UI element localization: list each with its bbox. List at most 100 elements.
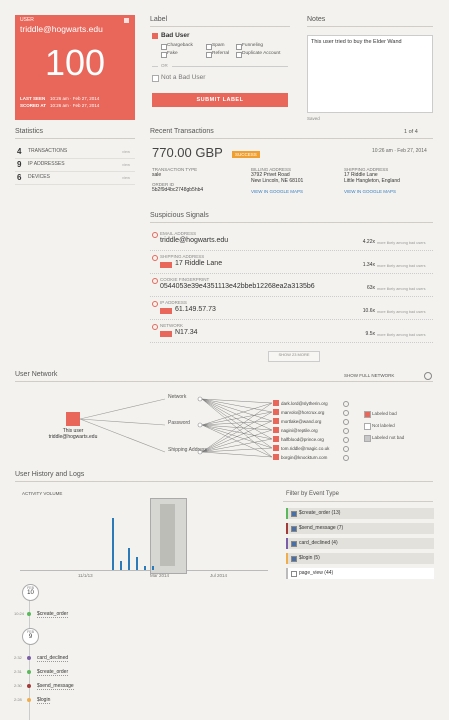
filter-label[interactable]: card_declined (4) — [299, 540, 338, 546]
checkbox[interactable] — [206, 44, 212, 50]
legend-label: Labeled bad — [372, 411, 397, 416]
checkbox[interactable] — [206, 52, 212, 58]
link-node — [197, 396, 203, 402]
edge — [201, 402, 273, 453]
pager[interactable]: 1 of 4 — [404, 129, 418, 135]
section-title: Recent Transactions — [150, 128, 214, 135]
checkbox[interactable] — [152, 75, 159, 82]
button-label[interactable]: SUBMIT LABEL — [196, 97, 244, 103]
signal-label: EMAIL ADDRESS — [160, 231, 197, 236]
node-label: tom.riddle@magic.co.uk — [281, 445, 330, 451]
address-line: Little Hangleton, England — [344, 178, 400, 184]
submit-button[interactable] — [152, 93, 288, 107]
node-label: halfblood@prince.org — [281, 436, 324, 442]
field-label: BILLING ADDRESS — [251, 167, 292, 172]
map-link[interactable]: VIEW IN GOOGLE MAPS — [344, 189, 397, 194]
section-title: Label — [150, 16, 168, 23]
event-time: 2:31 — [14, 669, 22, 674]
node-icon — [343, 419, 349, 425]
node-icon — [343, 401, 349, 407]
filter-label[interactable]: $create_order (13) — [299, 510, 341, 516]
stat-link[interactable]: view — [122, 162, 131, 167]
event-name[interactable]: $create_order — [37, 610, 69, 619]
address-line: 3792 Privet Road — [251, 172, 290, 178]
x-tick-label: Mar 2014 — [150, 573, 170, 578]
event-name[interactable]: card_declined — [37, 654, 69, 663]
checkbox[interactable] — [291, 541, 297, 547]
filter-label[interactable]: $send_message (7) — [299, 525, 344, 531]
signal-ratio: 4.22x — [362, 239, 375, 245]
link-label: Shipping Address — [168, 447, 207, 453]
more-button[interactable] — [268, 351, 320, 362]
section-title: Notes — [307, 16, 326, 23]
event-name[interactable]: $send_message — [37, 682, 74, 691]
section-title: User Network — [15, 371, 58, 378]
edge — [201, 398, 273, 431]
edge — [201, 447, 273, 453]
checkbox[interactable] — [291, 511, 297, 517]
signal-icon — [152, 301, 158, 307]
divider — [150, 222, 433, 223]
bar — [128, 548, 130, 570]
user-node — [273, 427, 279, 433]
reason: Duplicate Account — [242, 51, 281, 56]
link-label: Password — [168, 420, 190, 426]
signal-note: more likely among bad users — [377, 287, 426, 291]
stat-label: TRANSACTIONS — [28, 148, 68, 154]
event-name[interactable]: $login — [37, 696, 51, 705]
checkbox[interactable] — [236, 44, 242, 50]
user-node — [273, 409, 279, 415]
checkbox[interactable] — [161, 44, 167, 50]
edge — [201, 398, 273, 458]
user-node — [66, 412, 80, 426]
stat-label: DEVICES — [28, 174, 50, 180]
stat-count: 4 — [17, 147, 22, 156]
axis — [20, 570, 268, 571]
checkbox[interactable] — [291, 571, 297, 577]
checkbox[interactable] — [161, 52, 167, 58]
bar — [152, 565, 154, 570]
toggle[interactable] — [424, 372, 432, 380]
filter-label[interactable]: $login (5) — [299, 555, 320, 561]
checkbox[interactable] — [291, 526, 297, 532]
score: 100 — [44, 42, 106, 83]
user-card — [15, 15, 135, 120]
checkbox[interactable] — [236, 52, 242, 58]
user-email: triddle@hogwarts.edu — [20, 24, 103, 34]
signal-note: more likely among bad users — [377, 241, 426, 245]
section-title: Suspicious Signals — [150, 212, 209, 219]
address-line: 17 Riddle Lane — [344, 172, 378, 178]
filter-row[interactable] — [286, 553, 434, 564]
event-name[interactable]: $create_order — [37, 668, 69, 677]
filter-row[interactable] — [286, 538, 434, 549]
signal-value: 61.149.57.73 — [175, 306, 216, 313]
textarea[interactable] — [307, 35, 433, 113]
map-link[interactable]: VIEW IN GOOGLE MAPS — [251, 189, 304, 194]
signal-label: IP ADDRESS — [160, 300, 187, 305]
checkbox[interactable] — [291, 556, 297, 562]
card-label: USER — [20, 17, 34, 23]
checkbox[interactable] — [152, 33, 158, 39]
edge — [201, 420, 273, 453]
stat-link[interactable]: view — [122, 149, 131, 154]
edge — [201, 398, 273, 449]
filter-row[interactable] — [286, 523, 434, 534]
filter-row[interactable] — [286, 508, 434, 519]
full-network-toggle[interactable]: SHOW FULL NETWORK — [344, 373, 395, 378]
filter-row[interactable] — [286, 568, 434, 579]
signal-icon — [152, 255, 158, 261]
more-label[interactable]: SHOW 23 MORE — [278, 352, 310, 357]
divider — [15, 158, 135, 159]
legend-label: Labeled not bad — [372, 435, 405, 440]
user-node — [273, 454, 279, 460]
stat-link[interactable]: view — [122, 175, 131, 180]
range-grip[interactable] — [160, 504, 175, 566]
node-label: This user — [62, 428, 84, 434]
day-marker — [22, 628, 39, 645]
day-marker — [22, 584, 39, 601]
day-number: 10 — [27, 590, 34, 596]
filter-label[interactable]: page_view (44) — [299, 570, 334, 576]
section-title: User History and Logs — [15, 471, 85, 478]
legend-label: Not labeled — [372, 423, 395, 428]
